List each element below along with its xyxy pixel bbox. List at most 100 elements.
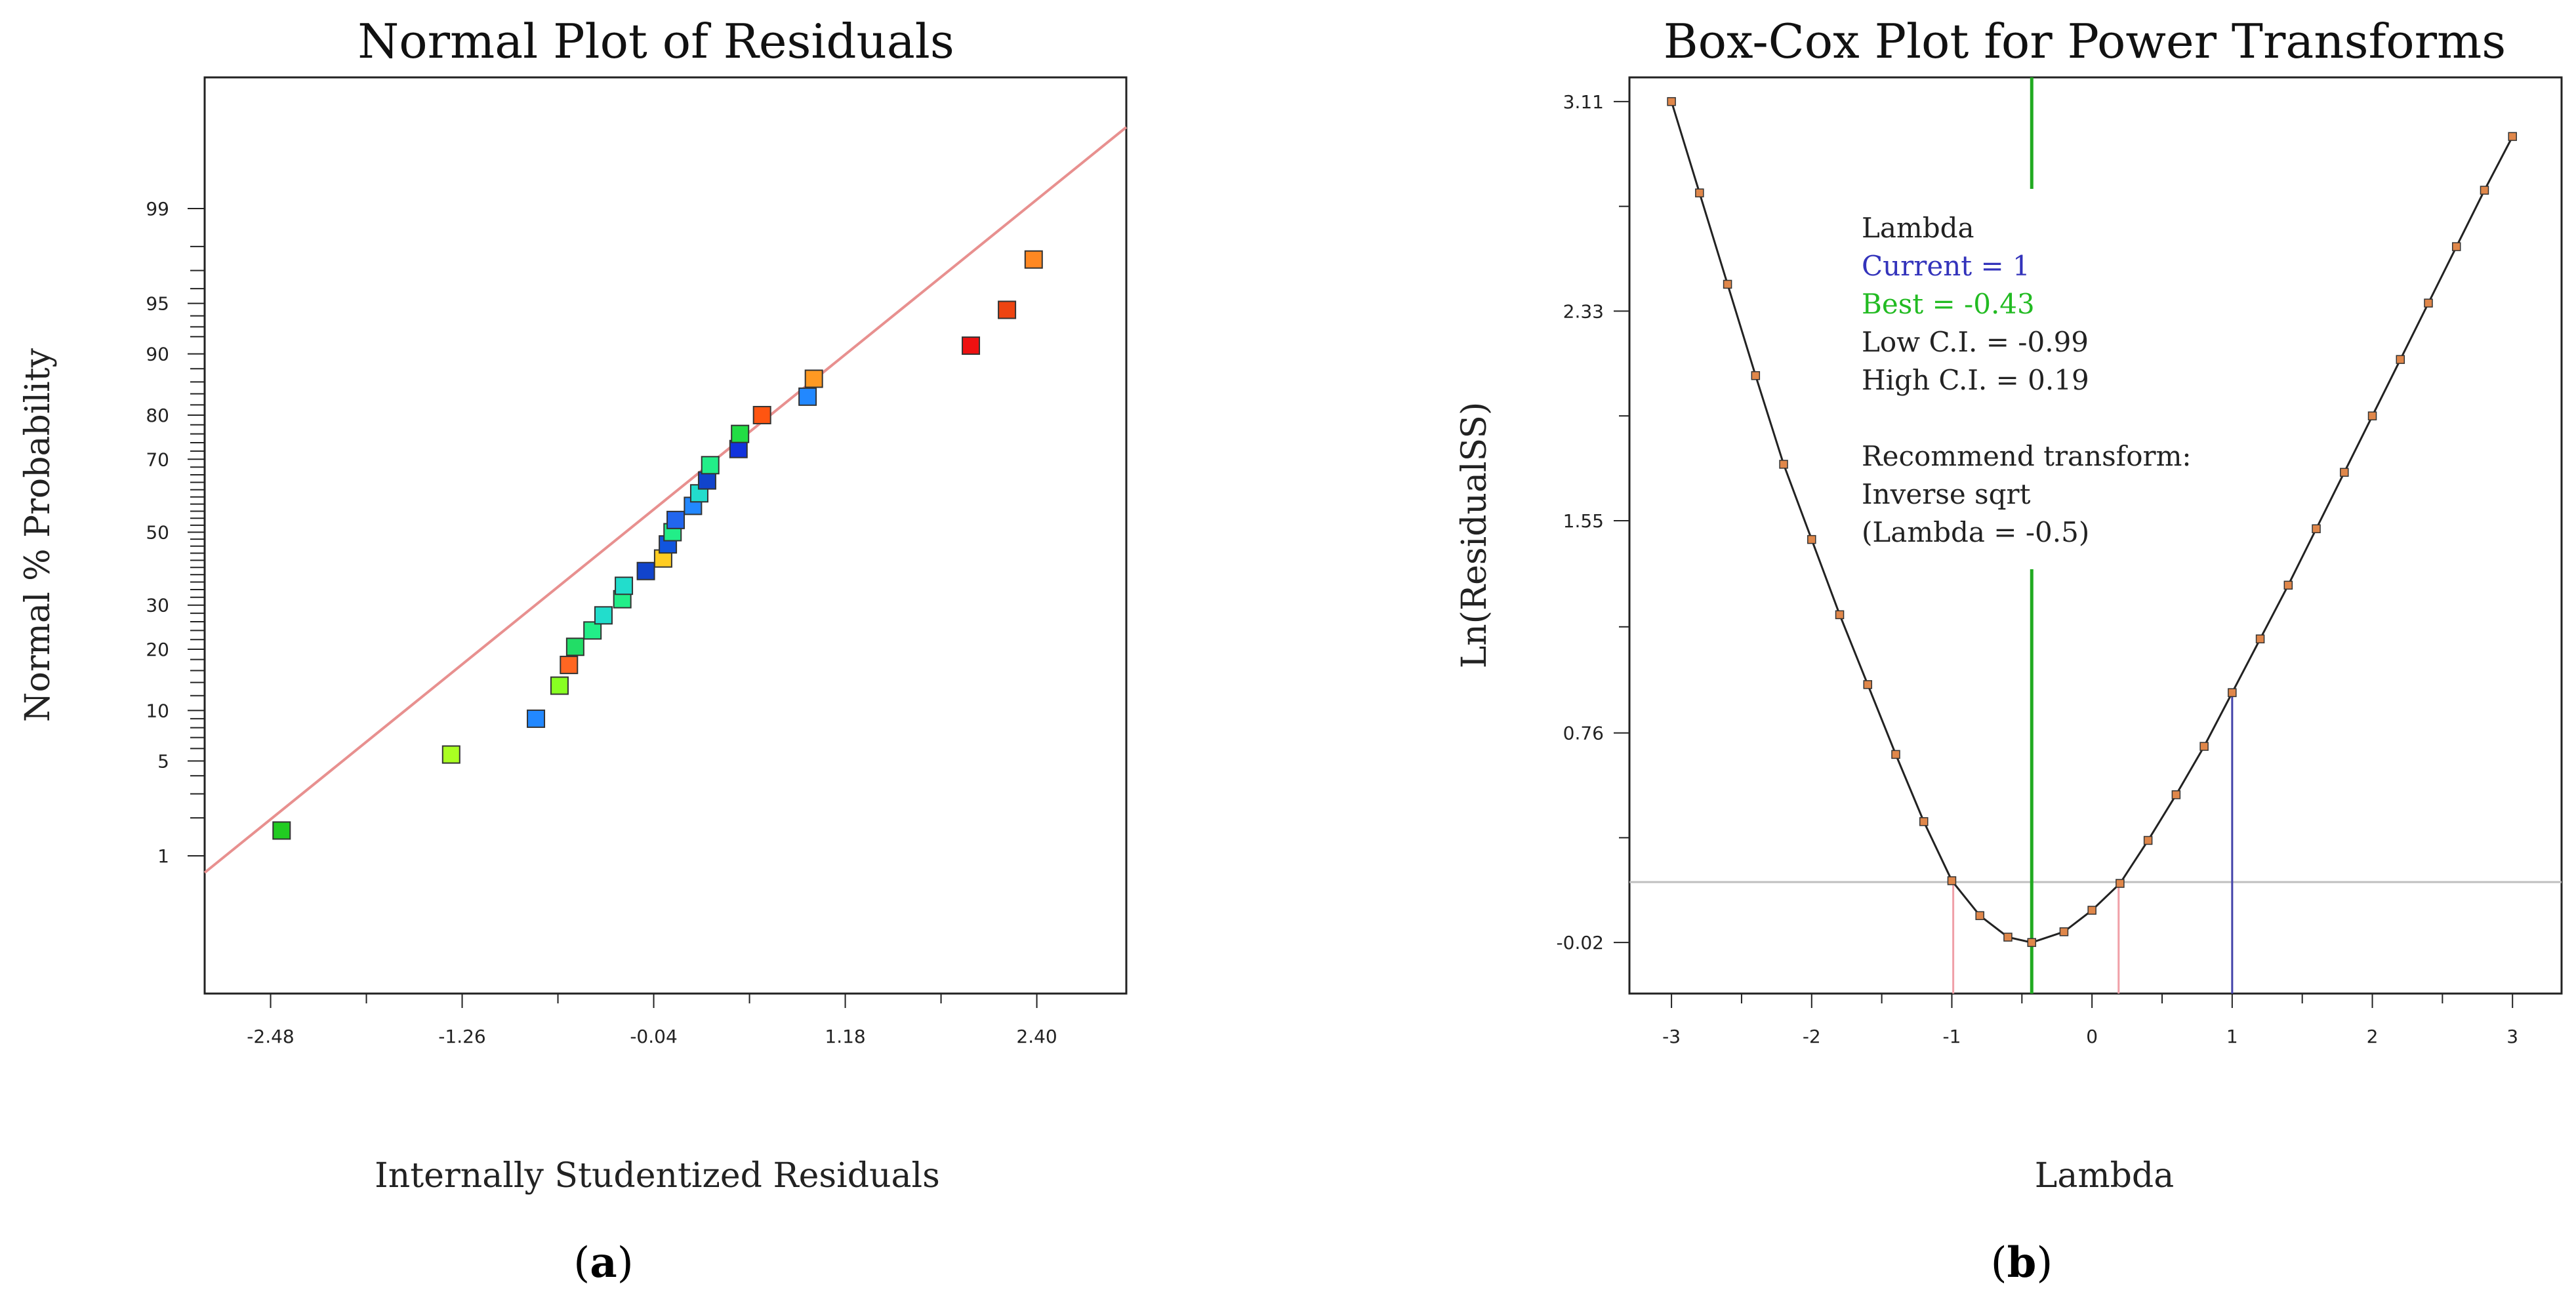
y-tick-label: 80 (146, 405, 169, 426)
y-tick-label: 1.55 (1563, 510, 1604, 532)
y-tick-label: -0.02 (1557, 932, 1604, 954)
y-tick-label: 30 (146, 595, 169, 616)
residual-point (272, 821, 291, 840)
residual-point (701, 456, 720, 475)
curve-point (1779, 460, 1788, 469)
annotation-line: Inverse sqrt (1862, 478, 2031, 510)
annotation-line: Recommend transform: (1862, 440, 2192, 472)
x-tick-label: 0 (2086, 1026, 2098, 1047)
panel-label-a: (a) (573, 1238, 633, 1287)
curve-point (1751, 371, 1761, 380)
x-tick-label: 2 (2367, 1026, 2379, 1047)
y-tick-label: 10 (146, 700, 169, 721)
residual-point (636, 561, 655, 580)
panel-label-a-letter: a (590, 1238, 617, 1287)
curve-point (2451, 242, 2461, 251)
residual-point (441, 745, 460, 764)
curve-point (2199, 742, 2209, 751)
x-tick-label: 1 (2226, 1026, 2238, 1047)
curve-point (2396, 355, 2405, 364)
y-tick-label: 5 (157, 750, 169, 772)
curve-point (2424, 298, 2433, 308)
residual-point (804, 369, 823, 388)
curve-point (1975, 911, 1984, 920)
curve-point (2367, 411, 2377, 420)
curve-point (2255, 634, 2265, 643)
normal-plot-ylabel: Normal % Probability (18, 348, 58, 722)
residual-point (731, 424, 750, 443)
y-tick-label: 3.11 (1563, 91, 1604, 113)
curve-point (1891, 750, 1900, 759)
y-tick-label: 90 (146, 344, 169, 365)
curve-point (2283, 580, 2293, 590)
curve-point (1667, 97, 1676, 106)
curve-point (1947, 876, 1957, 885)
annotation-line: Current = 1 (1862, 250, 2030, 282)
residual-point (666, 510, 685, 529)
box-cox-curve (1670, 101, 2514, 944)
curve-point (2171, 790, 2181, 799)
residual-point (527, 709, 546, 728)
residual-point (550, 676, 569, 695)
box-cox-ticks: 3.11 2.33 1.55 0.76 -0.02 -3 -2 -1 0 1 2 3 (1557, 91, 2519, 1047)
box-cox-title: Box-Cox Plot for Power Transforms (1664, 14, 2506, 69)
normal-plot-reference-line (203, 126, 1128, 874)
residual-point (697, 471, 716, 490)
annotation-line: Low C.I. = -0.99 (1862, 326, 2089, 358)
curve-point (2228, 688, 2237, 697)
y-tick-label: 70 (146, 449, 169, 470)
normal-plot-frame (203, 76, 1128, 995)
x-tick-label: -1.26 (438, 1026, 485, 1047)
residual-point (962, 336, 981, 355)
y-tick-label: 2.33 (1563, 300, 1604, 322)
curve-point (1835, 610, 1845, 620)
box-cox-panel: Box-Cox Plot for Power Transforms 3.11 2.… (1455, 14, 2563, 1287)
residual-point (615, 576, 634, 595)
x-tick-label: -2 (1803, 1026, 1821, 1047)
annotation-line: (Lambda = -0.5) (1862, 516, 2089, 548)
normal-plot-xlabel: Internally Studentized Residuals (375, 1156, 940, 1196)
curve-point (2480, 186, 2489, 195)
residual-point (583, 621, 602, 640)
residual-point (798, 387, 817, 406)
box-cox-frame (1628, 76, 2563, 995)
curve-point (1695, 188, 1704, 197)
curve-point (2312, 524, 2321, 534)
curve-point (2087, 906, 2096, 915)
normal-plot-title: Normal Plot of Residuals (358, 14, 954, 69)
x-tick-label: -3 (1662, 1026, 1681, 1047)
curve-point (1863, 680, 1873, 689)
x-tick-label: 2.40 (1016, 1026, 1057, 1047)
curve-point (2027, 938, 2037, 947)
curve-point (2003, 933, 2013, 942)
residual-point (560, 655, 579, 674)
curve-point (1723, 279, 1732, 289)
box-cox-points (1667, 97, 2517, 947)
annotation-line: Lambda (1862, 212, 1974, 244)
annotation-line: High C.I. = 0.19 (1862, 364, 2089, 396)
y-tick-label: 20 (146, 639, 169, 660)
y-tick-label: 95 (146, 293, 169, 315)
curve-point (1807, 534, 1816, 544)
curve-point (2340, 468, 2349, 477)
panel-label-b-letter: b (2007, 1238, 2037, 1287)
curve-point (1919, 817, 1929, 826)
x-tick-label: 3 (2506, 1026, 2518, 1047)
annotation-line: Best = -0.43 (1862, 288, 2035, 320)
x-tick-label: -0.04 (630, 1026, 677, 1047)
y-tick-label: 0.76 (1563, 723, 1604, 744)
box-cox-ylabel: Ln(ResidualSS) (1455, 402, 1494, 669)
normal-plot-panel: Normal Plot of Residuals 1 5 10 20 30 50 70 80 9… (18, 14, 1128, 1287)
lambda-annotation: Lambda Current = 1 Best = -0.43 Low C.I. = … (1862, 212, 2192, 548)
residual-point (1024, 250, 1043, 269)
x-tick-label: 1.18 (825, 1026, 865, 1047)
x-tick-label: -2.48 (247, 1026, 294, 1047)
normal-plot-points (272, 250, 1043, 840)
curve-point (2508, 132, 2517, 141)
curve-point (2116, 879, 2125, 888)
curve-point (2143, 836, 2153, 845)
y-tick-label: 99 (146, 198, 169, 220)
y-tick-label: 50 (146, 522, 169, 544)
curve-point (2059, 927, 2069, 936)
